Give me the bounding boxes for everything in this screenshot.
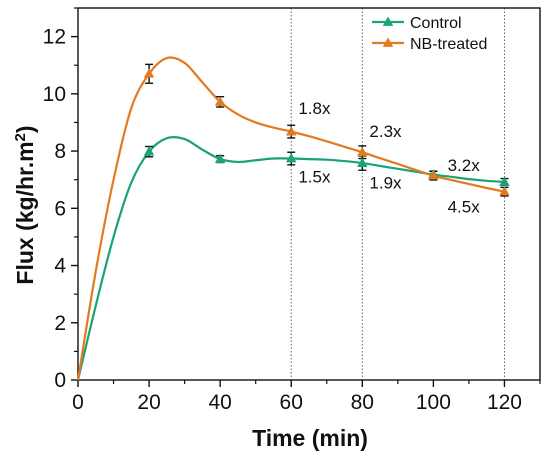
- ratio-annotation: 3.2x: [448, 156, 481, 175]
- y-tick-label: 0: [54, 369, 66, 392]
- series-markers: [143, 68, 510, 196]
- ratio-annotation: 1.5x: [298, 168, 331, 187]
- legend-marker-control: [382, 16, 394, 26]
- x-tick-label: 60: [280, 391, 303, 414]
- data-point-nb-treated: [428, 170, 439, 180]
- ratio-annotation: 1.8x: [298, 99, 331, 118]
- data-point-nb-treated: [214, 96, 226, 106]
- plot-frame: [77, 7, 541, 381]
- y-axis-title-suffix: ): [12, 125, 38, 133]
- data-point-nb-treated: [499, 186, 510, 196]
- y-tick-label: 10: [43, 83, 66, 106]
- y-tick-label: 12: [43, 26, 66, 49]
- data-point-nb-treated: [143, 68, 155, 78]
- y-axis-title: Flux (kg/hr.m2): [12, 125, 39, 284]
- y-tick-label: 2: [54, 312, 66, 335]
- y-tick-label: 8: [54, 140, 66, 163]
- x-tick-label: 0: [72, 391, 84, 414]
- data-point-nb-treated: [357, 146, 368, 157]
- x-tick-label: 120: [487, 391, 522, 414]
- y-tick-label: 4: [54, 255, 66, 278]
- data-point-control: [499, 176, 510, 186]
- ratio-annotation: 1.9x: [369, 173, 402, 192]
- legend-label-nb-treated: NB-treated: [410, 36, 487, 53]
- x-tick-label: 100: [416, 391, 451, 414]
- data-point-control: [214, 153, 226, 163]
- x-axis-title: Time (min): [252, 425, 368, 451]
- reference-lines: [290, 8, 505, 380]
- data-point-control: [357, 157, 368, 167]
- x-tick-label: 20: [137, 391, 160, 414]
- data-point-nb-treated: [286, 126, 297, 136]
- legend: Control NB-treated: [372, 15, 487, 53]
- x-tick-label: 80: [351, 391, 374, 414]
- legend-marker-nb-treated: [382, 37, 394, 47]
- legend-label-control: Control: [410, 15, 462, 32]
- data-point-control: [143, 146, 155, 156]
- ratio-annotation: 2.3x: [369, 122, 402, 141]
- y-axis-title-superscript: 2: [12, 133, 29, 141]
- axes: 0 20 40 60 80 100 120 0 2 4 6 8 10 12: [43, 7, 541, 414]
- x-tick-label: 40: [208, 391, 231, 414]
- y-axis-title-main: Flux (kg/hr.m: [12, 141, 38, 284]
- data-point-control: [286, 153, 297, 163]
- y-tick-label: 6: [54, 197, 66, 220]
- ratio-annotation: 4.5x: [448, 198, 481, 217]
- ratio-annotations: 1.8x 1.5x 2.3x 1.9x 3.2x 4.5x: [298, 99, 480, 217]
